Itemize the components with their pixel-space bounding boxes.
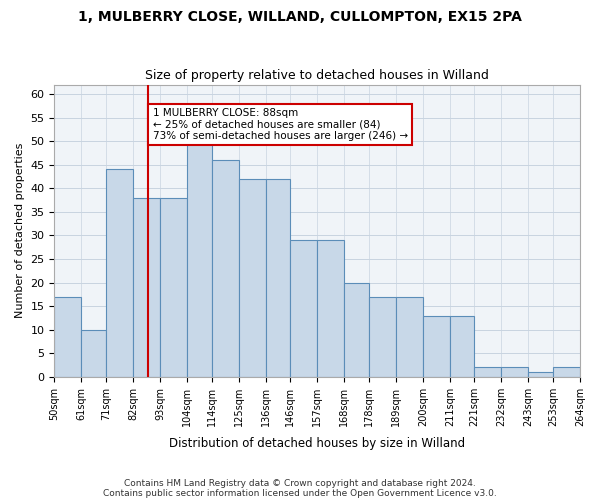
Text: Contains HM Land Registry data © Crown copyright and database right 2024.
Contai: Contains HM Land Registry data © Crown c… (103, 479, 497, 498)
Bar (187, 141, 212, 377)
Bar (502, 368, 529, 377)
Bar (290, 240, 317, 377)
Text: 1 MULBERRY CLOSE: 88sqm
← 25% of detached houses are smaller (84)
73% of semi-de: 1 MULBERRY CLOSE: 88sqm ← 25% of detache… (152, 108, 408, 142)
Bar (396, 296, 423, 377)
Bar (344, 282, 369, 377)
Bar (475, 368, 502, 377)
X-axis label: Distribution of detached houses by size in Willand: Distribution of detached houses by size … (169, 437, 465, 450)
Bar (423, 316, 450, 377)
Bar (212, 160, 239, 377)
Bar (266, 179, 290, 377)
Bar (317, 240, 344, 377)
Bar (239, 179, 266, 377)
Y-axis label: Number of detached properties: Number of detached properties (15, 143, 25, 318)
Bar (55, 296, 82, 377)
Text: 1, MULBERRY CLOSE, WILLAND, CULLOMPTON, EX15 2PA: 1, MULBERRY CLOSE, WILLAND, CULLOMPTON, … (78, 10, 522, 24)
Bar (160, 198, 187, 377)
Bar (450, 316, 475, 377)
Bar (133, 198, 160, 377)
Bar (369, 296, 396, 377)
Bar (82, 330, 106, 377)
Title: Size of property relative to detached houses in Willand: Size of property relative to detached ho… (145, 69, 489, 82)
Bar (529, 372, 553, 377)
Bar (106, 170, 133, 377)
Bar (553, 368, 580, 377)
